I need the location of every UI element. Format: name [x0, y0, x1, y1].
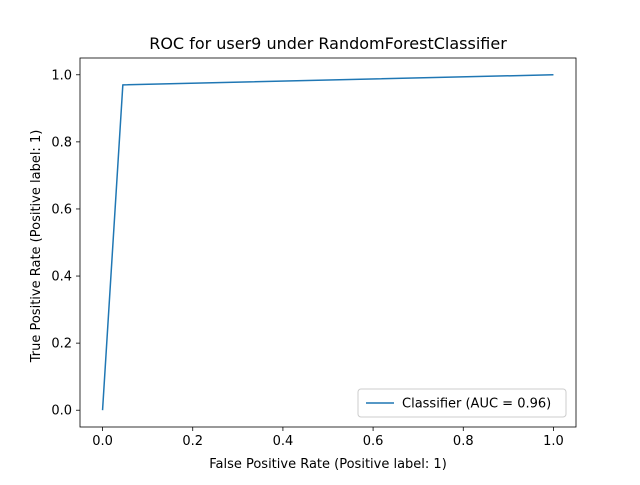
legend-box	[357, 388, 567, 418]
axes-frame	[79, 57, 577, 428]
legend: Classifier (AUC = 0.96)	[357, 388, 567, 418]
y-tick-label: 0.4	[51, 270, 72, 285]
x-tick-label: 0.0	[92, 434, 113, 449]
chart-title: ROC for user9 under RandomForestClassifi…	[149, 34, 507, 53]
y-axis-label: True Positive Rate (Positive label: 1)	[29, 130, 44, 364]
y-tick-label: 0.0	[51, 404, 72, 419]
x-tick-label: 0.4	[273, 434, 294, 449]
series-line	[101, 74, 554, 411]
plot-area: 0.0 0.2 0.4 0.6 0.8 1.0 0.0 0.2 0.4 0.6 0.8 1.0	[51, 57, 577, 449]
y-tick-label: 1.0	[51, 68, 72, 83]
x-tick-label: 1.0	[543, 434, 564, 449]
x-tick-label: 0.2	[182, 434, 203, 449]
y-tick-label: 0.6	[51, 202, 72, 217]
y-tick-label: 0.8	[51, 135, 72, 150]
x-tick-label: 0.6	[363, 434, 384, 449]
x-tick-label: 0.8	[453, 434, 474, 449]
y-tick-label: 0.2	[51, 337, 72, 352]
x-axis-label: False Positive Rate (Positive label: 1)	[209, 457, 447, 472]
legend-label: Classifier (AUC = 0.96)	[402, 397, 551, 412]
